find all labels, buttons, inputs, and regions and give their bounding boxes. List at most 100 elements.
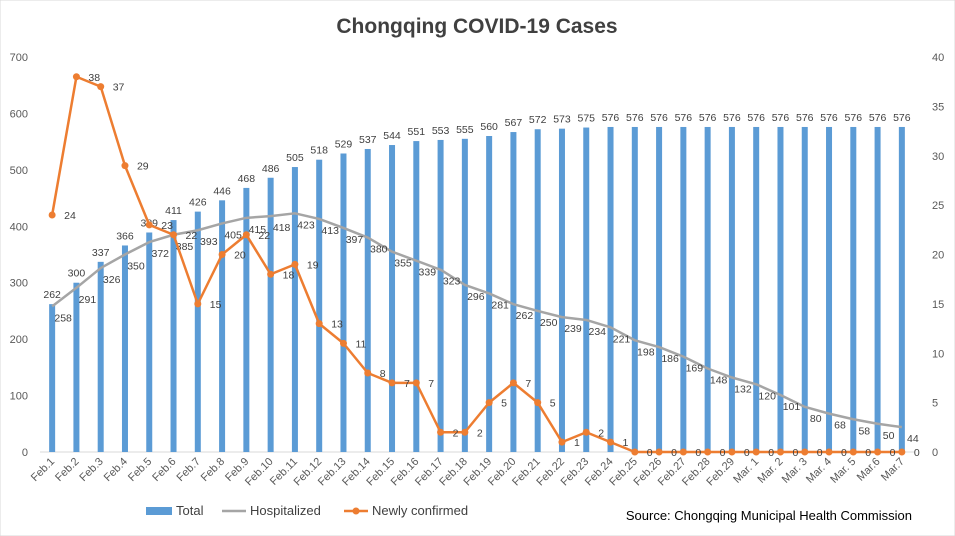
newly-confirmed-point-label: 7	[404, 378, 410, 390]
total-bar-label: 262	[43, 289, 61, 301]
newly-confirmed-point	[97, 83, 105, 91]
total-bar-label: 468	[238, 173, 256, 185]
hospitalized-point-label: 339	[419, 267, 437, 279]
total-bar	[437, 139, 444, 452]
newly-confirmed-point-label: 5	[501, 398, 507, 410]
total-bar	[291, 167, 298, 453]
total-bar	[898, 126, 905, 452]
newly-confirmed-point	[874, 448, 882, 456]
hospitalized-point-label: 58	[858, 425, 870, 437]
newly-confirmed-point-label: 18	[283, 269, 295, 281]
newly-confirmed-point	[242, 231, 250, 239]
total-bar	[267, 177, 274, 452]
newly-confirmed-point	[704, 448, 712, 456]
total-bar	[389, 145, 396, 452]
hospitalized-point-label: 101	[783, 401, 801, 413]
total-bar-label: 529	[335, 138, 353, 150]
total-bar	[243, 187, 250, 452]
hospitalized-point-label: 355	[394, 258, 412, 270]
hospitalized-point-label: 405	[224, 229, 242, 241]
newly-confirmed-point-label: 22	[186, 230, 198, 242]
total-bar	[461, 138, 468, 453]
y-right-tick-label: 5	[932, 398, 938, 410]
hospitalized-point-label: 385	[176, 241, 194, 253]
newly-confirmed-point	[364, 369, 372, 377]
y-right-tick-label: 35	[932, 101, 944, 113]
hospitalized-point-label: 281	[491, 299, 509, 311]
total-bar-label: 576	[675, 112, 693, 124]
newly-confirmed-point-label: 2	[453, 427, 459, 439]
newly-confirmed-point-label: 23	[161, 220, 173, 232]
y-left-tick-label: 700	[10, 52, 28, 64]
newly-confirmed-point	[655, 448, 663, 456]
total-bar	[146, 232, 153, 452]
newly-confirmed-point	[194, 300, 202, 308]
newly-confirmed-point	[607, 438, 615, 446]
hospitalized-point-label: 262	[516, 310, 534, 322]
newly-confirmed-point	[218, 251, 226, 258]
legend-total-label: Total	[176, 503, 204, 518]
total-bar	[607, 126, 614, 452]
y-right-tick-label: 30	[932, 151, 944, 163]
newly-confirmed-point-label: 1	[623, 437, 629, 449]
newly-confirmed-point	[48, 211, 56, 219]
hospitalized-point-label: 50	[883, 430, 895, 442]
hospitalized-point-label: 68	[834, 420, 846, 432]
total-bar-label: 576	[869, 112, 887, 124]
total-bar	[874, 126, 881, 452]
newly-confirmed-point	[509, 379, 517, 387]
total-bar	[510, 132, 517, 453]
hospitalized-point-label: 397	[346, 234, 364, 246]
newly-confirmed-point	[801, 448, 809, 456]
total-bar-label: 486	[262, 163, 280, 175]
total-bar	[413, 141, 420, 453]
newly-confirmed-point-label: 37	[113, 82, 125, 94]
legend-total-swatch	[146, 507, 172, 515]
total-bar	[316, 159, 323, 452]
newly-confirmed-point	[582, 428, 590, 436]
newly-confirmed-point-label: 2	[598, 427, 604, 439]
y-left-tick-label: 500	[10, 165, 28, 177]
total-bar	[194, 211, 201, 452]
legend-hospitalized-label: Hospitalized	[250, 503, 321, 518]
newly-confirmed-point-label: 0	[865, 447, 871, 459]
total-bar	[49, 304, 56, 452]
legend: Total Hospitalized Newly confirmed	[146, 503, 468, 518]
newly-confirmed-point-label: 0	[768, 447, 774, 459]
hospitalized-point-label: 250	[540, 317, 558, 329]
total-bar-label: 518	[310, 145, 328, 157]
total-bars: 2623003373663894114264464684865055185295…	[43, 112, 911, 453]
y-right-tick-label: 40	[932, 52, 944, 64]
newly-confirmed-point	[849, 448, 857, 456]
y-right-tick-label: 20	[932, 250, 944, 262]
hospitalized-point-label: 258	[54, 312, 72, 324]
total-bar-label: 575	[577, 113, 595, 125]
total-bar	[219, 200, 226, 452]
hospitalized-point-label: 423	[297, 219, 315, 231]
newly-confirmed-point-label: 1	[574, 437, 580, 449]
hospitalized-point-label: 198	[637, 346, 655, 358]
newly-confirmed-point	[339, 339, 347, 347]
newly-confirmed-point-label: 20	[234, 250, 246, 262]
total-bar-label: 366	[116, 230, 134, 242]
total-bar-label: 537	[359, 134, 377, 146]
total-bar-label: 567	[505, 117, 523, 129]
total-bar	[850, 126, 857, 452]
total-bar-label: 576	[772, 112, 790, 124]
total-bar-label: 505	[286, 152, 304, 164]
total-bar-label: 576	[796, 112, 814, 124]
newly-confirmed-point-label: 24	[64, 210, 76, 222]
newly-confirmed-point-label: 0	[647, 447, 653, 459]
total-bar	[826, 126, 833, 452]
hospitalized-point-label: 413	[321, 225, 339, 237]
total-bar-label: 576	[602, 112, 620, 124]
y-left-tick-label: 200	[10, 334, 28, 346]
total-bar-label: 576	[723, 112, 741, 124]
hospitalized-point-label: 80	[810, 413, 822, 425]
total-bar	[170, 220, 177, 452]
total-bar-label: 576	[699, 112, 717, 124]
hospitalized-point-label: 44	[907, 433, 919, 445]
